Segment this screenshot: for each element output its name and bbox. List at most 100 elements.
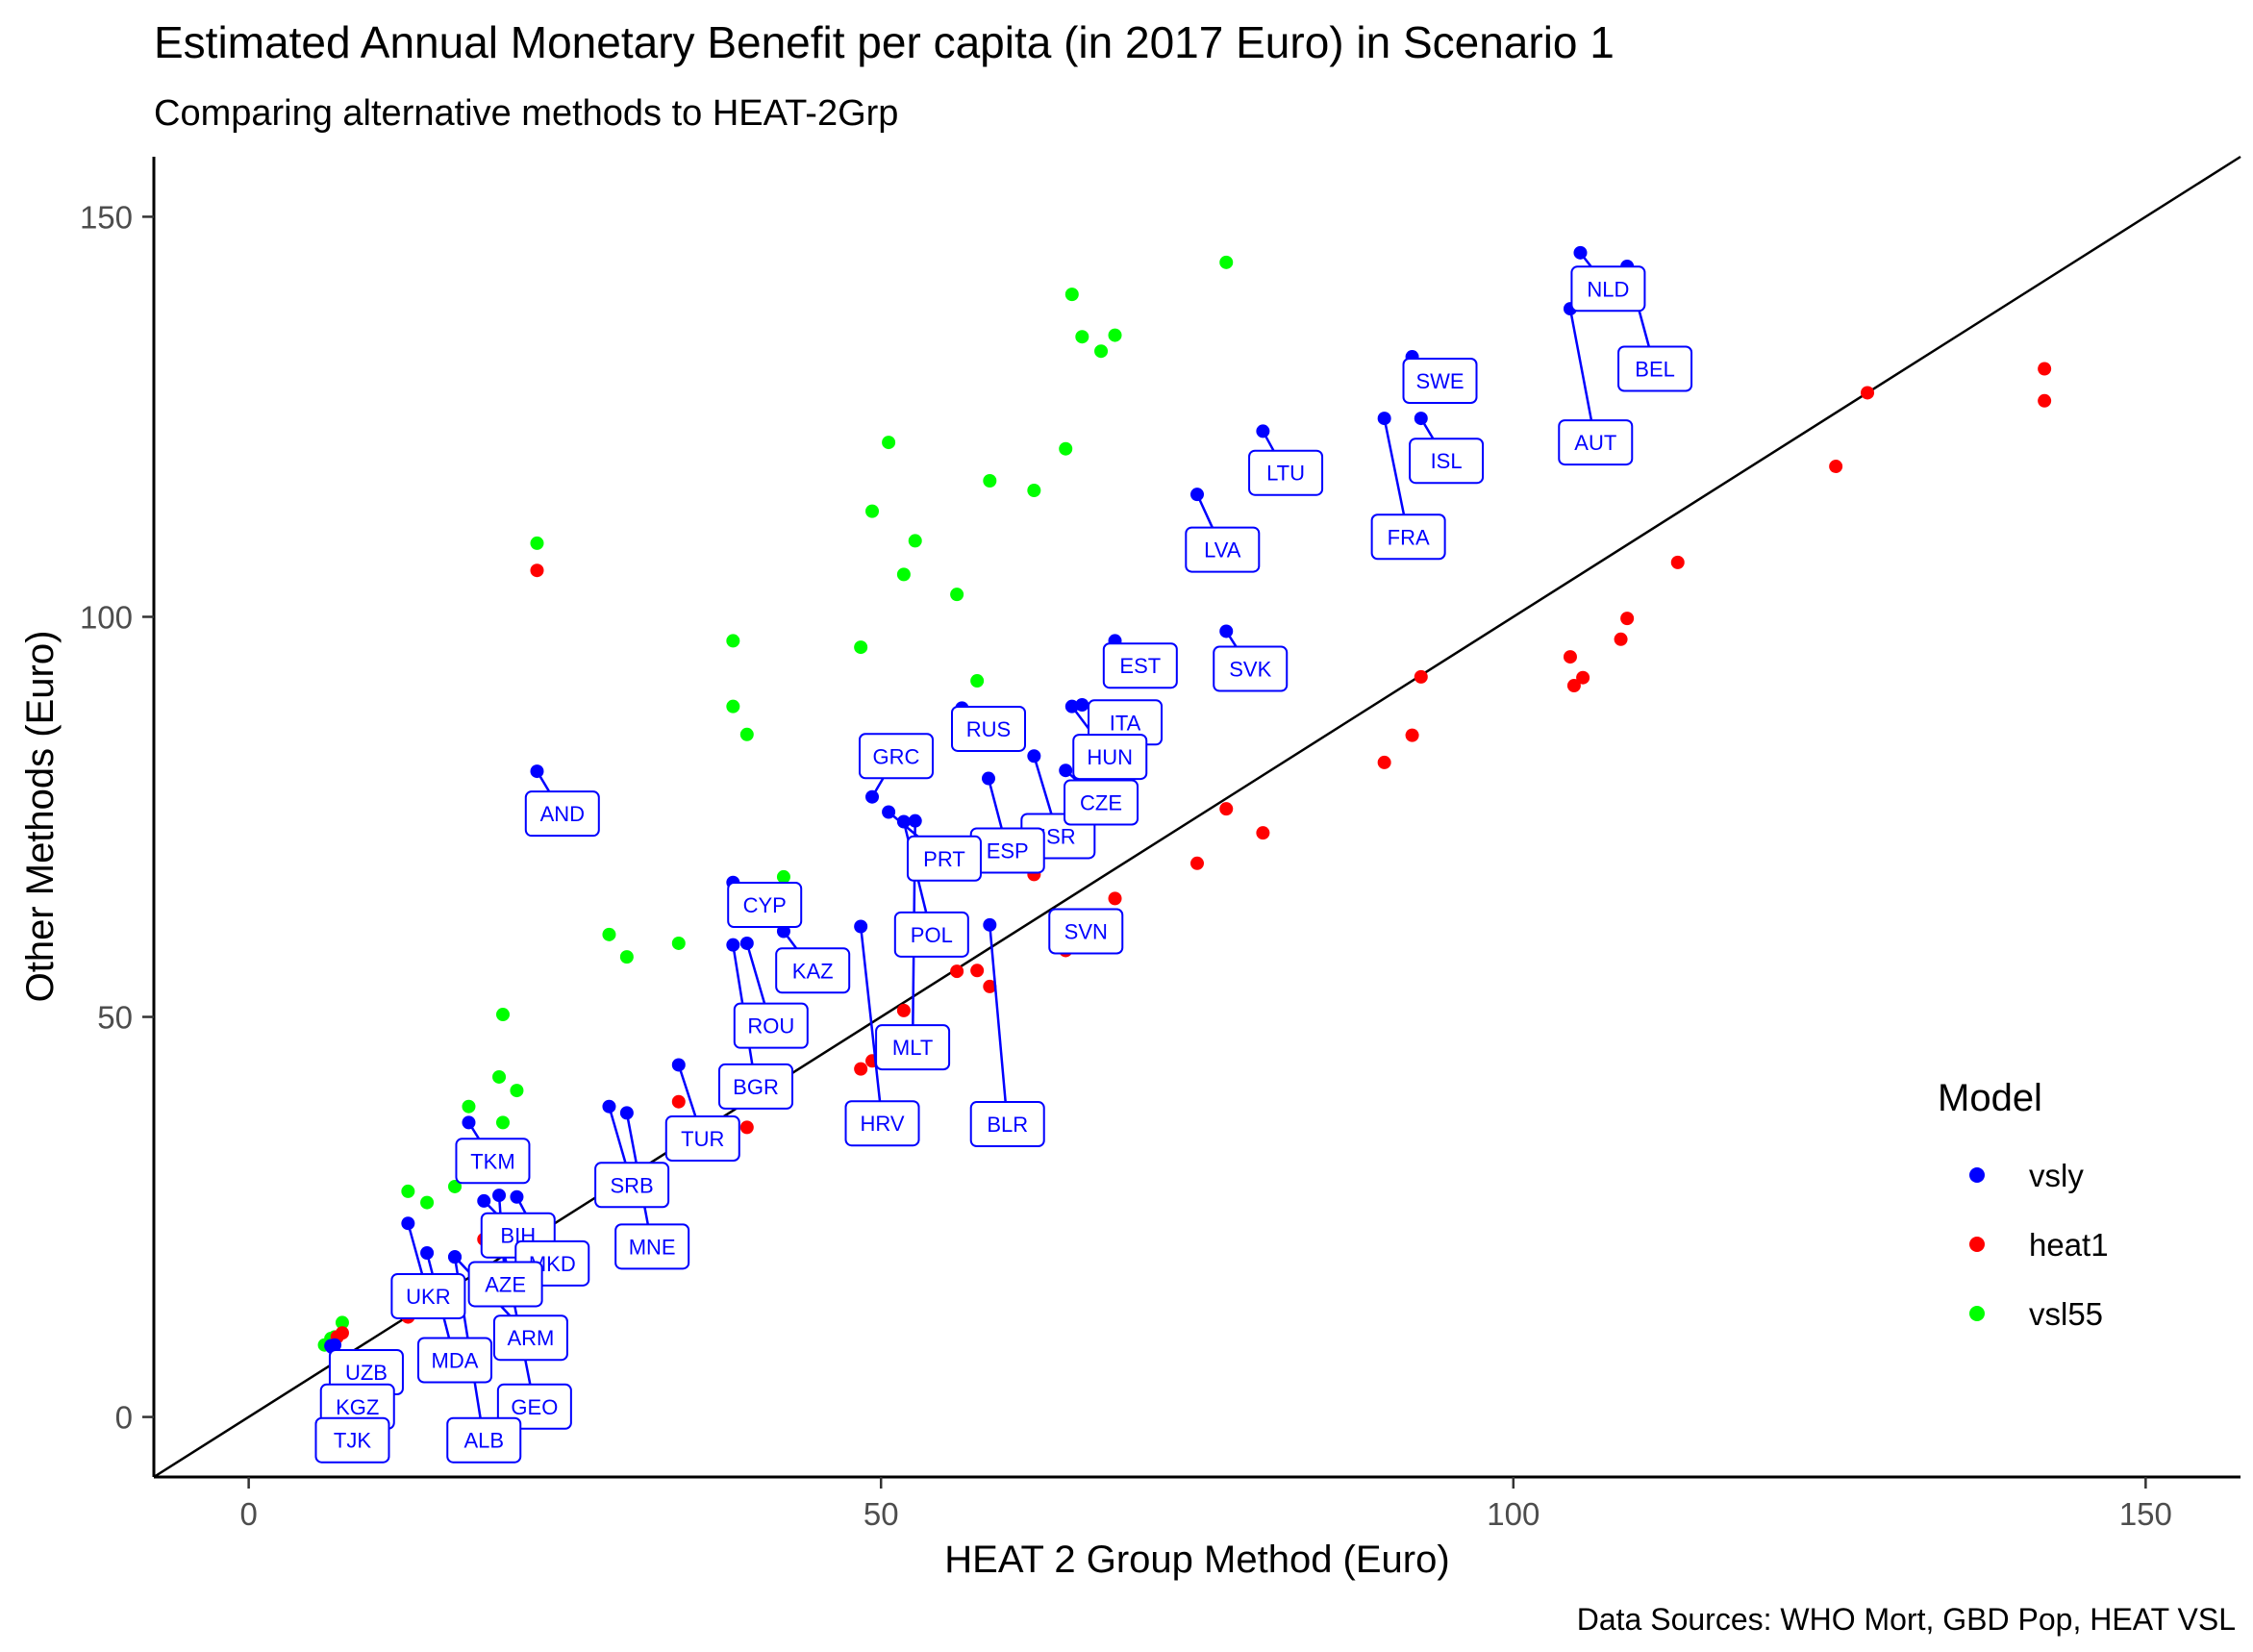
point-label-blr: BLR [969,1101,1045,1148]
point-label-hun: HUN [1072,734,1148,781]
reference-line-layer [153,155,2241,1479]
point-vsl55 [726,699,740,713]
point-vsl55 [970,674,985,688]
point-label-text: HUN [1087,745,1133,769]
point-heat1 [1576,670,1590,685]
point-label-mne: MNE [614,1223,690,1270]
point-label-box [1570,265,1646,313]
point-vsl55 [1108,328,1122,342]
point-label-box [664,1115,740,1163]
point-vsl55 [1064,288,1079,302]
point-label-box [1064,779,1139,826]
point-label-box [733,1002,809,1049]
point-label-text: GRC [873,744,920,768]
point-heat1 [1563,650,1577,664]
point-label-text: FRA [1388,525,1430,549]
point-label-text: BLR [987,1113,1028,1137]
point-label-text: UKR [406,1285,450,1309]
point-label-box [455,1138,531,1185]
point-vsl55 [1027,483,1041,497]
point-label-text: HRV [860,1112,904,1136]
point-label-text: UZB [345,1361,388,1385]
x-tick-label: 150 [2119,1496,2172,1532]
point-label-box [969,1101,1045,1148]
chart-subtitle: Comparing alternative methods to HEAT-2G… [154,93,898,134]
point-vsl55 [776,869,790,884]
point-label-box [858,733,934,780]
point-label-box [1048,908,1124,955]
point-label-text: SWE [1415,369,1464,393]
point-label-text: TKM [470,1149,514,1173]
point-label-aut: AUT [1558,419,1634,466]
point-label-box [1248,449,1324,496]
y-axis-title: Other Methods (Euro) [19,631,62,1003]
point-label-text: MNE [629,1235,676,1259]
point-heat1 [2038,362,2052,376]
point-vsl55 [726,634,740,648]
point-label-box [594,1162,670,1209]
point-label-box [1185,526,1261,573]
point-label-box [467,1261,543,1308]
point-heat1 [530,563,544,578]
point-label-box [446,1416,522,1464]
point-heat1 [1670,555,1685,569]
point-label-text: AND [540,802,585,826]
x-axis-ticks: 0 50 100 150 [239,1477,2172,1532]
point-label-rus: RUS [951,705,1026,752]
point-label-text: BGR [733,1075,779,1099]
point-label-tkm: TKM [455,1138,531,1185]
plot-area: NLD BEL AUT SWE ISL FRA LTU LVA SVK EST ITA HUN RUS I… [153,155,2241,1479]
point-label-box [1072,734,1148,781]
point-heat1 [1566,679,1581,693]
label-connector-esp [987,778,1003,829]
point-vsl55 [854,640,868,655]
point-label-text: BEL [1635,358,1675,382]
point-heat1 [1377,755,1391,769]
point-vsl55 [495,1115,510,1130]
label-connector-grc [870,777,885,798]
point-label-box [1617,345,1693,392]
point-label-box [893,911,969,958]
y-tick-label: 100 [80,599,133,635]
point-vsl55 [1059,441,1073,456]
point-vsl55 [335,1315,349,1330]
point-vsl55 [619,950,634,964]
point-label-pol: POL [893,911,969,958]
label-connector-tkm [467,1121,481,1139]
point-label-text: TUR [681,1127,724,1151]
legend-key-heat1 [1969,1237,1985,1252]
point-label-nld: NLD [1570,265,1646,313]
label-connector-and [536,770,551,792]
point-label-box [775,947,851,994]
point-heat1 [1256,826,1270,840]
point-label-box [492,1314,568,1362]
label-connector-srb [608,1106,627,1164]
point-label-box [951,705,1026,752]
point-label-rou: ROU [733,1002,809,1049]
point-label-text: MLT [892,1036,933,1060]
point-heat1 [1861,386,1875,400]
point-label-box [1558,419,1634,466]
point-label-text: TJK [334,1429,371,1453]
point-label-box [1370,513,1446,561]
point-label-text: ISR [1040,824,1076,848]
point-vsl55 [462,1099,476,1114]
point-vsl55 [1075,330,1089,344]
point-vsl55 [671,936,686,950]
point-label-text: POL [911,923,953,947]
point-vsl55 [739,727,754,741]
legend-label-vsly: vsly [2029,1158,2084,1193]
point-label-box [417,1337,493,1384]
point-label-box [875,1024,951,1071]
legend-label-vsl55: vsl55 [2029,1296,2103,1332]
point-heat1 [1219,802,1234,816]
point-label-grc: GRC [858,733,934,780]
point-label-box [1409,438,1485,485]
point-label-text: SRB [611,1173,654,1197]
point-label-text: EST [1119,654,1161,678]
legend: Model vsly heat1 vsl55 [1938,1077,2109,1332]
point-label-text: SVN [1064,919,1108,943]
point-label-text: SVK [1229,658,1271,682]
point-label-text: MDA [432,1349,479,1373]
point-label-text: ARM [507,1326,554,1350]
